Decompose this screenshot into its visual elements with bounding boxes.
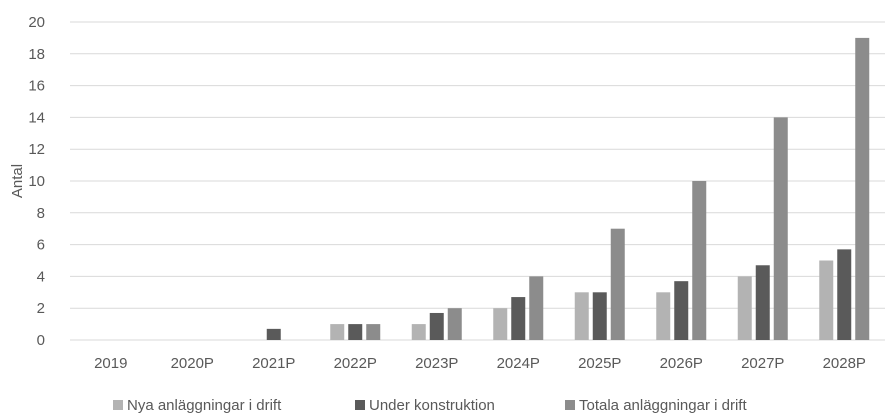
x-tick-label: 2019: [94, 355, 127, 372]
bar-2023p-series-1: [411, 324, 426, 340]
bar-2021p-series-2: [266, 328, 281, 340]
y-tick-label: 4: [37, 268, 45, 285]
bars: [266, 37, 870, 341]
y-tick-label: 14: [28, 109, 45, 126]
x-tick-label: 2027P: [741, 355, 784, 372]
legend-label: Under konstruktion: [369, 397, 495, 414]
y-tick-label: 8: [37, 205, 45, 222]
x-tick-labels: 2019 2020P 2021P 2022P 2023P 2024P 2025P 2026P 2…: [94, 355, 866, 372]
y-tick-label: 20: [28, 14, 45, 31]
y-tick-label: 6: [37, 237, 45, 254]
x-tick-label: 2023P: [415, 355, 458, 372]
y-tick-label: 16: [28, 78, 45, 95]
legend: Nya anläggningar i drift Under konstrukti…: [113, 397, 747, 414]
legend-swatch: [565, 400, 575, 410]
y-tick-label: 2: [37, 300, 45, 317]
bar-2027p-series-1: [737, 276, 752, 340]
x-tick-label: 2028P: [823, 355, 866, 372]
bar-2023p-series-3: [447, 308, 462, 340]
bar-2028p-series-2: [837, 249, 852, 340]
y-tick-label: 0: [37, 332, 45, 349]
bar-2026p-series-3: [692, 181, 707, 340]
y-axis-label: Antal: [9, 164, 26, 198]
bar-2026p-series-2: [674, 281, 689, 340]
x-tick-label: 2021P: [252, 355, 295, 372]
x-tick-label: 2022P: [334, 355, 377, 372]
bar-2024p-series-2: [511, 297, 526, 340]
bar-2025p-series-3: [610, 228, 625, 340]
y-tick-labels: 0 2 4 6 8 10 12 14 16 18 20: [28, 14, 45, 349]
x-tick-label: 2024P: [497, 355, 540, 372]
legend-label: Totala anläggningar i drift: [579, 397, 747, 414]
x-tick-label: 2020P: [171, 355, 214, 372]
y-tick-label: 18: [28, 46, 45, 63]
x-tick-label: 2026P: [660, 355, 703, 372]
legend-swatch: [355, 400, 365, 410]
bar-2023p-series-2: [429, 312, 444, 340]
bar-2028p-series-1: [819, 260, 834, 340]
y-tick-label: 12: [28, 141, 45, 158]
bar-2024p-series-3: [529, 276, 544, 340]
bar-2027p-series-2: [755, 265, 770, 340]
bar-2026p-series-1: [656, 292, 671, 340]
bar-2025p-series-2: [592, 292, 607, 340]
bar-2022p-series-2: [348, 324, 363, 340]
bar-2027p-series-3: [773, 117, 788, 341]
legend-swatch: [113, 400, 123, 410]
bar-2025p-series-1: [574, 292, 589, 340]
bar-2022p-series-3: [366, 324, 381, 340]
gridlines: [70, 21, 885, 341]
legend-label: Nya anläggningar i drift: [127, 397, 282, 414]
bar-2028p-series-3: [855, 37, 870, 341]
bar-2022p-series-1: [330, 324, 345, 340]
bar-2024p-series-1: [493, 308, 508, 340]
x-tick-label: 2025P: [578, 355, 621, 372]
y-tick-label: 10: [28, 173, 45, 190]
